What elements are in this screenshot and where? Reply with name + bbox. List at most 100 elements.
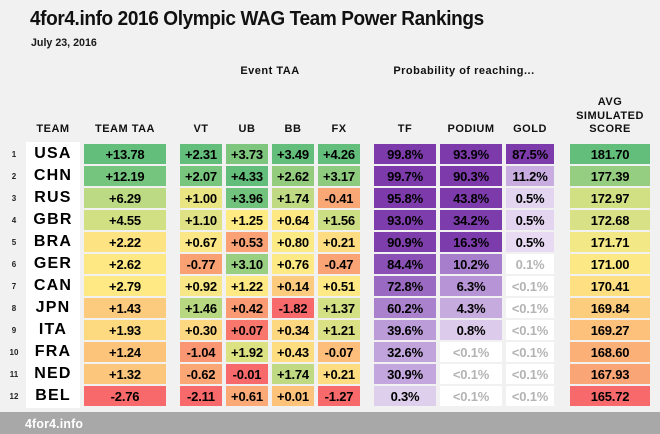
cell-ub: +1.22 — [226, 276, 268, 296]
cell-ub: +3.96 — [226, 188, 268, 208]
cell-tf: 93.0% — [374, 210, 436, 230]
cell-podium: 90.3% — [440, 166, 502, 186]
page-title: 4for4.info 2016 Olympic WAG Team Power R… — [30, 8, 484, 30]
cell-fx: +0.51 — [318, 276, 360, 296]
col-header-bb: BB — [284, 123, 302, 136]
cell-taa: +1.32 — [84, 364, 166, 384]
row-rank: 1 — [11, 149, 17, 159]
cell-gold: 87.5% — [506, 144, 554, 164]
cell-vt: +2.07 — [180, 166, 222, 186]
cell-taa: +2.62 — [84, 254, 166, 274]
cell-vt: -1.04 — [180, 342, 222, 362]
cell-gold: 0.5% — [506, 210, 554, 230]
cell-tf: 30.9% — [374, 364, 436, 384]
cell-bb: +0.01 — [272, 386, 314, 406]
cell-taa: +1.24 — [84, 342, 166, 362]
team-code: GBR — [26, 210, 80, 230]
cell-gold: <0.1% — [506, 276, 554, 296]
col-header-podium: PODIUM — [447, 123, 495, 136]
row-rank: 11 — [9, 369, 19, 379]
team-code: BRA — [26, 232, 80, 252]
cell-gold: 0.5% — [506, 188, 554, 208]
cell-bb: +0.76 — [272, 254, 314, 274]
cell-bb: +0.34 — [272, 320, 314, 340]
row-rank: 8 — [11, 303, 17, 313]
cell-bb: +1.74 — [272, 188, 314, 208]
team-code: BEL — [26, 386, 80, 406]
cell-fx: -0.47 — [318, 254, 360, 274]
cell-fx: -0.07 — [318, 342, 360, 362]
cell-podium: <0.1% — [440, 364, 502, 384]
cell-taa: +4.55 — [84, 210, 166, 230]
cell-podium: <0.1% — [440, 342, 502, 362]
cell-tf: 32.6% — [374, 342, 436, 362]
cell-score: 169.84 — [570, 298, 650, 318]
cell-ub: +3.10 — [226, 254, 268, 274]
cell-score: 168.60 — [570, 342, 650, 362]
cell-bb: +1.74 — [272, 364, 314, 384]
row-rank: 7 — [11, 281, 17, 291]
cell-fx: -0.41 — [318, 188, 360, 208]
cell-vt: +2.31 — [180, 144, 222, 164]
cell-bb: +0.43 — [272, 342, 314, 362]
cell-vt: -0.62 — [180, 364, 222, 384]
cell-taa: +6.29 — [84, 188, 166, 208]
cell-fx: +0.21 — [318, 232, 360, 252]
cell-ub: +0.53 — [226, 232, 268, 252]
cell-podium: 93.9% — [440, 144, 502, 164]
cell-gold: <0.1% — [506, 364, 554, 384]
cell-taa: +1.93 — [84, 320, 166, 340]
cell-podium: <0.1% — [440, 386, 502, 406]
cell-gold: 0.5% — [506, 232, 554, 252]
team-code: CHN — [26, 166, 80, 186]
cell-score: 165.72 — [570, 386, 650, 406]
cell-podium: 10.2% — [440, 254, 502, 274]
team-code: GER — [26, 254, 80, 274]
cell-taa: -2.76 — [84, 386, 166, 406]
cell-taa: +13.78 — [84, 144, 166, 164]
row-rank: 4 — [11, 215, 17, 225]
team-code: RUS — [26, 188, 80, 208]
cell-gold: <0.1% — [506, 386, 554, 406]
cell-tf: 95.8% — [374, 188, 436, 208]
cell-gold: 0.1% — [506, 254, 554, 274]
cell-podium: 16.3% — [440, 232, 502, 252]
team-code: JPN — [26, 298, 80, 318]
cell-vt: +1.46 — [180, 298, 222, 318]
cell-score: 171.71 — [570, 232, 650, 252]
cell-taa: +2.79 — [84, 276, 166, 296]
cell-bb: +0.80 — [272, 232, 314, 252]
cell-score: 172.68 — [570, 210, 650, 230]
cell-tf: 60.2% — [374, 298, 436, 318]
cell-ub: +1.25 — [226, 210, 268, 230]
cell-podium: 0.8% — [440, 320, 502, 340]
cell-fx: +1.56 — [318, 210, 360, 230]
cell-ub: -0.01 — [226, 364, 268, 384]
footer-brand: 4for4.info — [25, 415, 84, 431]
cell-vt: +0.30 — [180, 320, 222, 340]
cell-vt: +1.10 — [180, 210, 222, 230]
cell-fx: +1.21 — [318, 320, 360, 340]
row-rank: 10 — [9, 347, 19, 357]
cell-gold: <0.1% — [506, 342, 554, 362]
row-rank: 6 — [11, 259, 17, 269]
cell-gold: 11.2% — [506, 166, 554, 186]
team-code: CAN — [26, 276, 80, 296]
col-header-ub: UB — [238, 123, 256, 136]
cell-fx: +1.37 — [318, 298, 360, 318]
col-header-tf: TF — [397, 123, 413, 136]
cell-ub: +0.42 — [226, 298, 268, 318]
cell-taa: +2.22 — [84, 232, 166, 252]
cell-score: 167.93 — [570, 364, 650, 384]
cell-fx: +3.17 — [318, 166, 360, 186]
col-header-team-taa: TEAM TAA — [94, 123, 155, 136]
cell-tf: 0.3% — [374, 386, 436, 406]
cell-bb: +0.14 — [272, 276, 314, 296]
row-rank: 9 — [11, 325, 17, 335]
col-header-vt: VT — [193, 123, 209, 136]
cell-bb: +3.49 — [272, 144, 314, 164]
cell-gold: <0.1% — [506, 298, 554, 318]
cell-tf: 99.7% — [374, 166, 436, 186]
row-rank: 12 — [9, 391, 19, 401]
group-header-event-taa: Event TAA — [240, 65, 300, 78]
